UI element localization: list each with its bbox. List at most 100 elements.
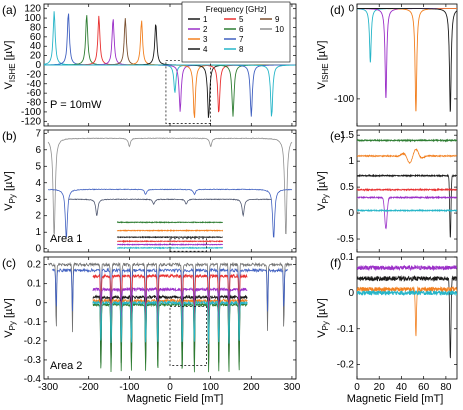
zoom-box [165,59,211,125]
x-tick-label: 0 [354,382,360,393]
series-line [357,286,457,337]
y-axis-label-c: VPy [µV] [3,298,17,338]
y-tick-label: 0.5 [340,182,354,193]
y-tick-label: -120 [21,116,41,127]
legend-entry-label: 3 [203,35,208,44]
series-line [117,239,224,243]
y-tick-label: 2 [35,211,41,222]
x-axis-label-right: Magnetic Field [mT] [347,393,444,405]
y-tick-label: 0 [348,288,354,299]
x-tick-label: 200 [243,382,260,393]
x-axis-label-left: Magnetic Field [mT] [127,393,224,405]
panel-label-e: (e) [330,129,345,143]
y-axis-label-e: VPy [µV] [316,171,330,211]
x-tick-label: 100 [202,382,219,393]
series-line [92,299,248,345]
x-tick-label: 40 [396,382,408,393]
legend-entry-label: 5 [239,15,244,24]
y-tick-label: 100 [24,13,41,24]
series-line [357,195,457,230]
y-tick-label: -0.1 [24,317,42,328]
y-tick-label: -0.2 [337,360,355,371]
series-line [116,220,223,224]
series-line [92,273,248,344]
series-line [47,137,293,235]
y-tick-label: -0.1 [337,324,355,335]
series-line [357,148,457,164]
y-tick-label: 0 [35,298,41,309]
x-tick-label: 300 [284,382,301,393]
y-tick-label: 1 [35,227,41,238]
y-tick-label: 0.1 [340,252,354,263]
series-line [92,286,248,331]
series-line [116,228,224,233]
y-tick-label: -0.4 [24,374,42,385]
y-tick-label: 5 [35,161,41,172]
y-tick-label: -100 [334,94,354,105]
series-line [47,188,293,239]
y-tick-label: 0 [35,244,41,255]
y-tick-label: -100 [21,107,41,118]
series-line [92,298,248,343]
y-tick-label: 0 [35,60,41,71]
y-tick-label: -40 [27,79,42,90]
series-peak [44,64,296,117]
legend-entry-label: 9 [275,15,280,24]
y-tick-label: 20 [30,51,42,62]
x-tick-label: -200 [79,382,99,393]
y-tick-label: 80 [30,22,42,33]
panel-label-f: (f) [330,256,341,270]
plot-frame-d [356,3,458,127]
plot-frame-e [356,129,458,253]
y-tick-label: 0 [348,4,354,15]
legend-entry-label: 2 [203,25,208,34]
panel-label-a: (a) [2,3,17,17]
x-tick-label: 0 [167,382,173,393]
series-line [68,198,272,218]
x-tick-label: 80 [440,382,452,393]
y-tick-label: -20 [27,69,42,80]
series-line [357,264,457,272]
x-tick-label: -300 [38,382,58,393]
legend-entry-label: 4 [203,45,208,54]
y-tick-label: 40 [30,41,42,52]
y-tick-label: 1 [348,156,354,167]
series-peak [357,8,457,112]
y-tick-label: -0.3 [24,355,42,366]
legend-entry-label: 10 [275,25,284,34]
y-tick-label: -60 [27,88,42,99]
series-line [357,138,457,143]
annotation-area: Area 2 [50,360,82,372]
x-tick-label: -100 [119,382,139,393]
y-tick-label: 0.2 [27,260,41,271]
annotation-power: P = 10mW [50,99,102,111]
panel-label-b: (b) [2,129,17,143]
y-tick-label: 7 [35,128,41,139]
panel-label-c: (c) [2,256,16,270]
series-line [47,261,293,333]
y-tick-label: 120 [24,4,41,15]
x-tick-label: 60 [418,382,430,393]
annotation-area: Area 1 [50,233,82,245]
zoom-box [169,306,207,367]
y-tick-label: 0 [348,208,354,219]
y-axis-label-d: VISHE [µV] [316,41,330,90]
y-axis-label-f: VPy [µV] [316,298,330,338]
y-tick-label: 4 [35,178,41,189]
legend-title: Frequency [GHz] [206,5,266,14]
series-line [116,235,223,239]
series-line [357,289,457,297]
legend-entry-label: 6 [239,25,244,34]
y-tick-label: 6 [35,145,41,156]
series-line [92,294,248,365]
y-tick-label: 3 [35,194,41,205]
y-axis-label-a: VISHE [µV] [3,41,17,90]
panel-label-d: (d) [330,3,345,17]
plot-frame-f [356,256,458,380]
y-tick-label: 1.5 [340,130,354,141]
legend-entry-label: 7 [239,35,244,44]
series-line [357,208,457,213]
series-peak [44,64,296,93]
